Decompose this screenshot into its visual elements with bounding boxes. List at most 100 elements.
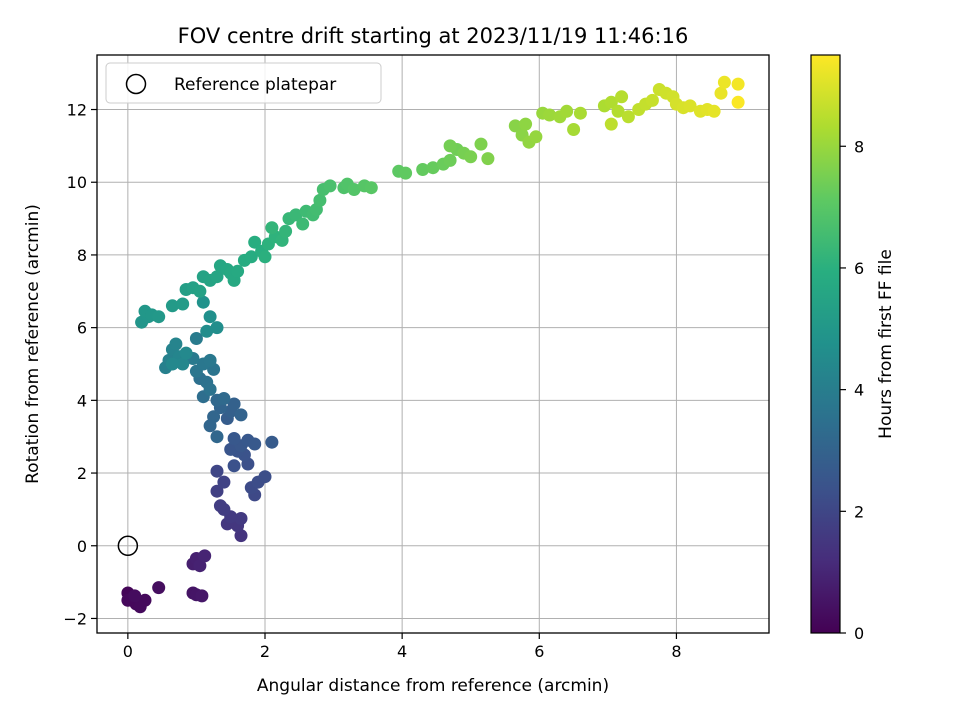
drift-point — [195, 589, 209, 603]
drift-point — [289, 208, 303, 222]
drift-point — [165, 357, 179, 371]
drift-point — [364, 181, 378, 195]
drift-point — [443, 153, 457, 167]
colorbar-tick-label: 8 — [854, 137, 864, 156]
drift-point — [519, 117, 533, 131]
drift-point — [227, 459, 241, 473]
drift-point — [128, 589, 142, 603]
drift-point — [347, 183, 361, 196]
y-tick-label: 10 — [67, 173, 87, 192]
drift-point — [193, 284, 207, 298]
plot-frame — [96, 54, 770, 634]
drift-point — [717, 75, 731, 89]
y-tick-label: 8 — [77, 246, 87, 265]
reference-platepar-marker — [117, 535, 139, 557]
drift-point — [426, 161, 440, 175]
drift-point — [203, 353, 217, 367]
drift-point — [731, 77, 745, 91]
drift-point — [443, 139, 457, 153]
y-tick-label: 2 — [77, 464, 87, 483]
drift-point — [203, 382, 217, 396]
drift-point — [474, 137, 488, 151]
drift-point — [604, 95, 618, 109]
x-tick-label: 8 — [671, 642, 681, 661]
drift-point — [543, 108, 557, 122]
colorbar-tick-label: 6 — [854, 259, 864, 278]
scatter-points — [117, 75, 745, 614]
y-tick-label: 6 — [77, 319, 87, 338]
drift-point — [200, 324, 214, 338]
drift-point — [196, 295, 210, 309]
drift-point — [176, 297, 190, 311]
drift-point — [176, 357, 190, 371]
drift-point — [323, 179, 337, 193]
drift-point — [621, 110, 635, 124]
drift-point — [210, 484, 224, 498]
drift-point — [567, 123, 581, 136]
colorbar-tick-label: 2 — [854, 502, 864, 521]
drift-point — [224, 442, 238, 456]
grid — [97, 55, 769, 633]
drift-point — [210, 321, 224, 335]
colorbar-ticks: 0 2 4 6 8 — [840, 137, 864, 643]
drift-point — [198, 549, 212, 563]
drift-point — [234, 408, 248, 422]
y-axis-label: Rotation from reference (arcmin) — [23, 204, 43, 484]
colorbar: 0 2 4 6 8 Hours from first FF file — [810, 54, 896, 643]
drift-point — [573, 106, 587, 120]
drift-point — [265, 435, 279, 449]
drift-point — [604, 117, 618, 131]
drift-point — [560, 104, 574, 118]
drift-point — [179, 346, 193, 360]
drift-point — [508, 119, 522, 133]
drift-point — [464, 150, 478, 164]
drift-point — [248, 437, 262, 451]
drift-point — [481, 152, 495, 166]
drift-point — [258, 250, 272, 264]
colorbar-gradient — [810, 54, 841, 634]
drift-point — [169, 337, 183, 351]
axis-ticks: 0 2 4 6 8 −2 0 2 4 6 8 10 12 — [63, 101, 681, 661]
drift-point — [189, 332, 203, 345]
drift-point — [138, 593, 152, 607]
drift-point — [165, 299, 179, 313]
drift-point — [244, 250, 258, 264]
drift-point — [707, 104, 721, 118]
drift-point — [234, 529, 248, 543]
drift-point — [529, 130, 543, 144]
y-tick-label: −2 — [63, 609, 87, 628]
drift-point — [203, 419, 217, 433]
legend-label: Reference platepar — [174, 75, 336, 95]
colorbar-tick-label: 4 — [854, 381, 864, 400]
drift-point — [217, 392, 231, 405]
colorbar-label: Hours from first FF file — [876, 249, 896, 439]
y-tick-label: 0 — [77, 537, 87, 556]
drift-point — [193, 559, 207, 573]
drift-point — [227, 432, 241, 445]
x-tick-label: 2 — [260, 642, 270, 661]
y-tick-label: 4 — [77, 391, 87, 410]
drift-point — [210, 464, 224, 478]
drift-point — [611, 104, 625, 118]
drift-point — [227, 397, 241, 411]
drift-point — [615, 90, 629, 104]
drift-point — [265, 221, 279, 235]
x-tick-label: 0 — [123, 642, 133, 661]
legend: Reference platepar — [105, 62, 382, 104]
drift-point — [258, 470, 272, 484]
legend-reference-marker — [125, 73, 147, 95]
drift-point — [210, 430, 224, 444]
chart-title: FOV centre drift starting at 2023/11/19 … — [178, 24, 689, 48]
drift-point — [234, 512, 248, 525]
colorbar-tick-label: 0 — [854, 624, 864, 643]
drift-point — [714, 86, 728, 100]
x-axis-label: Angular distance from reference (arcmin) — [257, 676, 609, 696]
drift-point — [152, 581, 166, 595]
drift-point — [645, 93, 659, 107]
drift-point — [416, 163, 430, 176]
x-tick-label: 6 — [534, 642, 544, 661]
drift-point — [399, 166, 413, 180]
drift-point — [213, 499, 227, 513]
drift-point — [296, 217, 310, 231]
